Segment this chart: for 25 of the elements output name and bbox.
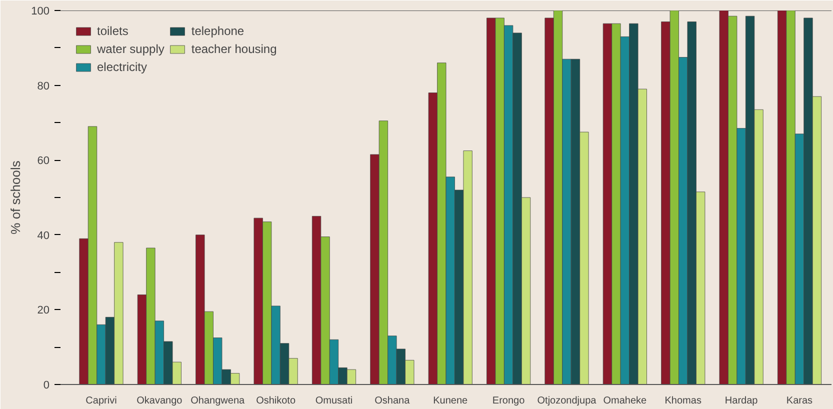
y-axis-title: % of schools (8, 160, 24, 234)
x-tick-label: Omaheke (603, 396, 648, 406)
y-tick-label: 100 (31, 6, 50, 18)
legend-label: teacher housing (191, 42, 277, 56)
legend-label: water supply (97, 42, 164, 56)
x-tick-label: Kunene (433, 396, 468, 406)
y-tick-label: 0 (43, 380, 50, 392)
x-tick-label: Omusati (315, 396, 353, 406)
y-tick-label: 40 (37, 230, 50, 242)
x-tick-label: Khomas (664, 396, 702, 406)
y-tick-label: 20 (37, 304, 50, 317)
x-tick-label: Erongo (492, 396, 526, 406)
x-tick-label: Caprivi (86, 396, 117, 406)
x-tick-label: Hardap (724, 396, 758, 406)
y-tick-label: 80 (37, 80, 50, 92)
legend-label: toilets (97, 24, 128, 38)
x-tick-label: Okavango (136, 396, 183, 406)
x-tick-label: Otjozondjupa (537, 396, 597, 406)
x-tick-label: Oshikoto (256, 396, 296, 406)
y-tick-label: 60 (37, 155, 50, 168)
x-tick-label: Oshana (374, 396, 410, 406)
legend-label: electricity (97, 60, 148, 74)
legend-label: telephone (191, 24, 244, 38)
x-tick-label: Karas (786, 396, 813, 406)
x-tick-label: Ohangwena (190, 396, 246, 406)
